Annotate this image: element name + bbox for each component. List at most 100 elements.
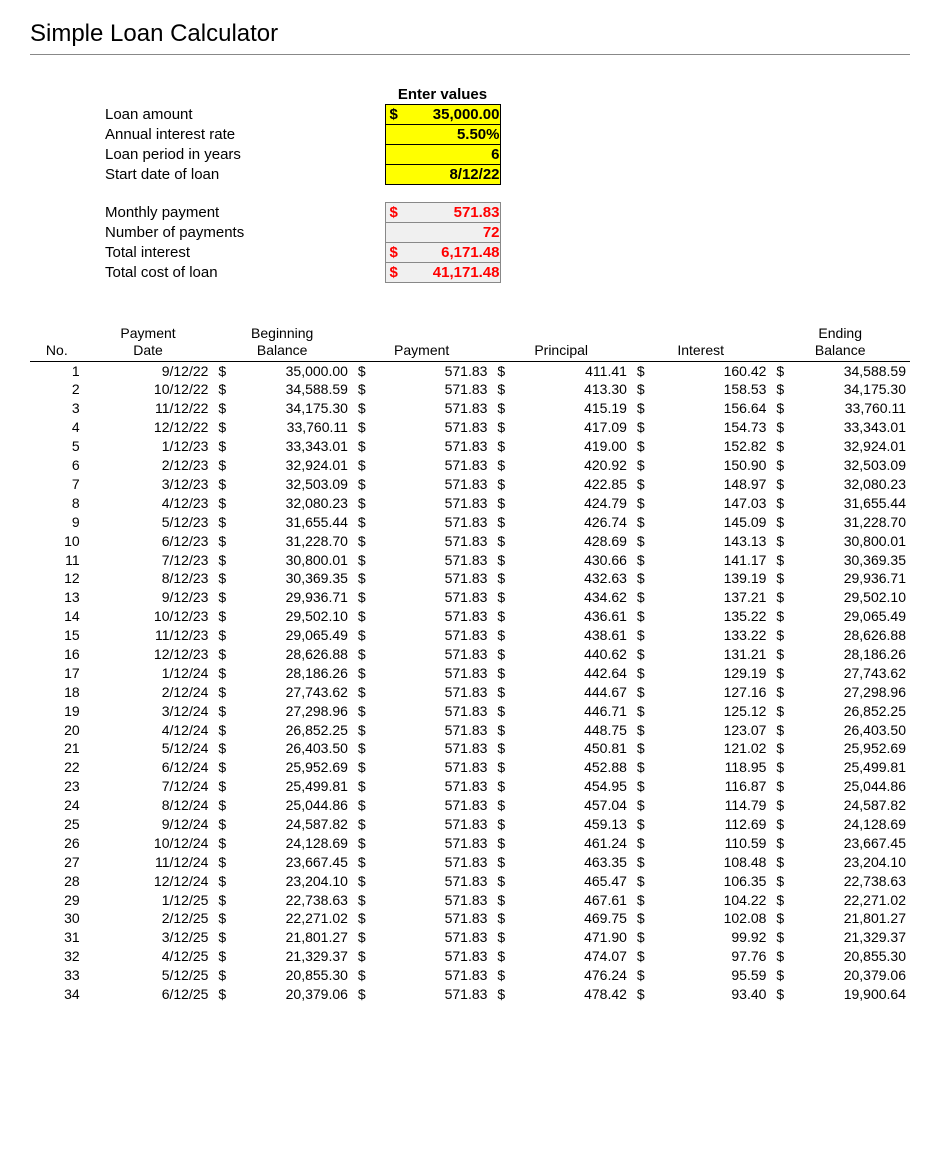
cell-interest: $148.97 [631, 475, 771, 494]
cell-no: 16 [30, 645, 84, 664]
input-label: Loan period in years [105, 145, 385, 165]
schedule-row: 193/12/24$27,298.96$571.83$446.71$125.12… [30, 702, 910, 721]
inputs-table: Enter values Loan amount$35,000.00Annual… [105, 85, 501, 283]
cell-end: $28,186.26 [770, 645, 910, 664]
page-title: Simple Loan Calculator [30, 20, 910, 55]
cell-payment: $571.83 [352, 456, 492, 475]
schedule-row: 84/12/23$32,080.23$571.83$424.79$147.03$… [30, 494, 910, 513]
schedule-row: 117/12/23$30,800.01$571.83$430.66$141.17… [30, 551, 910, 570]
cell-principal: $420.92 [491, 456, 631, 475]
cell-payment: $571.83 [352, 683, 492, 702]
cell-date: 7/12/23 [84, 551, 213, 570]
cell-principal: $428.69 [491, 532, 631, 551]
cell-date: 3/12/25 [84, 928, 213, 947]
cell-principal: $467.61 [491, 891, 631, 910]
cell-principal: $478.42 [491, 985, 631, 1004]
cell-interest: $158.53 [631, 380, 771, 399]
cell-no: 29 [30, 891, 84, 910]
schedule-header: Interest [631, 323, 771, 361]
cell-payment: $571.83 [352, 758, 492, 777]
cell-end: $30,800.01 [770, 532, 910, 551]
cell-principal: $419.00 [491, 437, 631, 456]
schedule-row: 291/12/25$22,738.63$571.83$467.61$104.22… [30, 891, 910, 910]
schedule-header: EndingBalance [770, 323, 910, 361]
cell-date: 1/12/24 [84, 664, 213, 683]
cell-payment: $571.83 [352, 437, 492, 456]
schedule-row: 106/12/23$31,228.70$571.83$428.69$143.13… [30, 532, 910, 551]
cell-date: 3/12/24 [84, 702, 213, 721]
cell-payment: $571.83 [352, 532, 492, 551]
cell-date: 2/12/24 [84, 683, 213, 702]
schedule-row: 139/12/23$29,936.71$571.83$434.62$137.21… [30, 588, 910, 607]
cell-begin: $27,298.96 [212, 702, 352, 721]
schedule-row: 226/12/24$25,952.69$571.83$452.88$118.95… [30, 758, 910, 777]
schedule-row: 313/12/25$21,801.27$571.83$471.90$99.92$… [30, 928, 910, 947]
cell-no: 1 [30, 361, 84, 380]
schedule-header: Payment [352, 323, 492, 361]
cell-principal: $446.71 [491, 702, 631, 721]
cell-principal: $438.61 [491, 626, 631, 645]
cell-interest: $147.03 [631, 494, 771, 513]
schedule-row: 182/12/24$27,743.62$571.83$444.67$127.16… [30, 683, 910, 702]
cell-interest: $102.08 [631, 909, 771, 928]
cell-payment: $571.83 [352, 985, 492, 1004]
cell-payment: $571.83 [352, 551, 492, 570]
cell-no: 22 [30, 758, 84, 777]
cell-no: 9 [30, 513, 84, 532]
cell-end: $29,065.49 [770, 607, 910, 626]
schedule-row: 2711/12/24$23,667.45$571.83$463.35$108.4… [30, 853, 910, 872]
cell-begin: $25,952.69 [212, 758, 352, 777]
cell-end: $30,369.35 [770, 551, 910, 570]
cell-principal: $459.13 [491, 815, 631, 834]
cell-begin: $29,502.10 [212, 607, 352, 626]
cell-payment: $571.83 [352, 664, 492, 683]
cell-payment: $571.83 [352, 607, 492, 626]
cell-no: 14 [30, 607, 84, 626]
inputs-section: Enter values Loan amount$35,000.00Annual… [105, 85, 910, 283]
schedule-row: 73/12/23$32,503.09$571.83$422.85$148.97$… [30, 475, 910, 494]
cell-principal: $454.95 [491, 777, 631, 796]
cell-no: 32 [30, 947, 84, 966]
cell-principal: $442.64 [491, 664, 631, 683]
cell-interest: $118.95 [631, 758, 771, 777]
cell-end: $32,924.01 [770, 437, 910, 456]
cell-interest: $123.07 [631, 721, 771, 740]
cell-no: 30 [30, 909, 84, 928]
cell-interest: $108.48 [631, 853, 771, 872]
input-value[interactable]: 5.50% [385, 125, 500, 145]
cell-begin: $21,329.37 [212, 947, 352, 966]
cell-no: 13 [30, 588, 84, 607]
cell-end: $25,044.86 [770, 777, 910, 796]
cell-end: $19,900.64 [770, 985, 910, 1004]
output-label: Total interest [105, 243, 385, 263]
schedule-row: 237/12/24$25,499.81$571.83$454.95$116.87… [30, 777, 910, 796]
cell-payment: $571.83 [352, 361, 492, 380]
cell-date: 9/12/24 [84, 815, 213, 834]
cell-no: 28 [30, 872, 84, 891]
cell-interest: $139.19 [631, 569, 771, 588]
input-value[interactable]: 8/12/22 [385, 165, 500, 185]
input-value[interactable]: $35,000.00 [385, 105, 500, 125]
cell-principal: $469.75 [491, 909, 631, 928]
cell-interest: $129.19 [631, 664, 771, 683]
cell-date: 8/12/23 [84, 569, 213, 588]
cell-no: 11 [30, 551, 84, 570]
output-label: Number of payments [105, 223, 385, 243]
input-value[interactable]: 6 [385, 145, 500, 165]
cell-principal: $434.62 [491, 588, 631, 607]
schedule-row: 19/12/22$35,000.00$571.83$411.41$160.42$… [30, 361, 910, 380]
cell-payment: $571.83 [352, 928, 492, 947]
cell-begin: $22,738.63 [212, 891, 352, 910]
cell-interest: $143.13 [631, 532, 771, 551]
cell-date: 12/12/22 [84, 418, 213, 437]
schedule-row: 204/12/24$26,852.25$571.83$448.75$123.07… [30, 721, 910, 740]
cell-begin: $22,271.02 [212, 909, 352, 928]
cell-interest: $110.59 [631, 834, 771, 853]
cell-payment: $571.83 [352, 815, 492, 834]
cell-principal: $476.24 [491, 966, 631, 985]
cell-date: 12/12/24 [84, 872, 213, 891]
cell-end: $22,271.02 [770, 891, 910, 910]
cell-begin: $21,801.27 [212, 928, 352, 947]
cell-payment: $571.83 [352, 891, 492, 910]
cell-principal: $422.85 [491, 475, 631, 494]
